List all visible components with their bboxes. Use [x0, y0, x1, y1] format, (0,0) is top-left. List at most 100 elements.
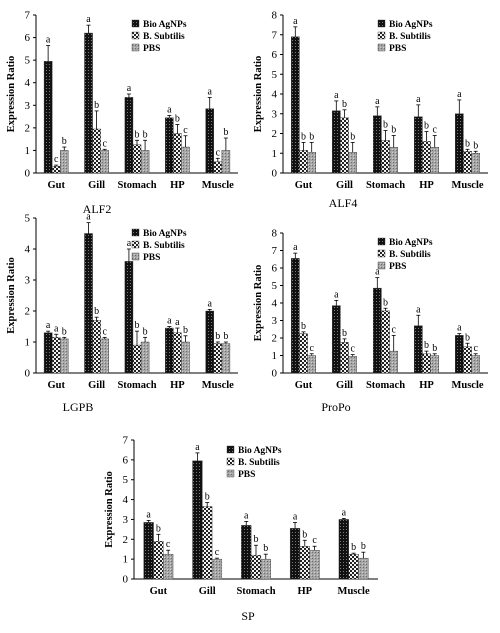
significance-letter: b	[223, 127, 228, 138]
y-tick-label: 3	[123, 514, 129, 526]
bar	[430, 147, 440, 174]
bar	[205, 310, 214, 374]
y-tick-label: 7	[272, 245, 278, 257]
significance-letter: b	[342, 99, 347, 110]
significance-letter: b	[424, 340, 429, 351]
chart-title: ProPo	[321, 400, 350, 414]
x-tick-label: Gill	[199, 586, 216, 597]
y-tick-label: 4	[123, 494, 129, 506]
bar	[381, 310, 390, 374]
legend-swatch	[377, 261, 386, 270]
bar	[173, 133, 182, 174]
bar	[332, 110, 341, 174]
significance-letter: b	[424, 121, 429, 132]
bar	[181, 146, 190, 174]
significance-letter: b	[94, 100, 99, 111]
x-tick-label: Stomach	[117, 380, 156, 391]
bar	[60, 150, 69, 174]
bar	[221, 343, 231, 374]
y-tick-label: 1	[272, 148, 278, 160]
significance-letter: a	[416, 94, 421, 105]
legend-label: Bio AgNPs	[238, 446, 282, 456]
significance-letter: c	[102, 326, 107, 337]
y-tick-label: 1	[123, 554, 129, 566]
legend-swatch	[226, 469, 235, 478]
x-tick-label: Stomach	[366, 180, 405, 191]
y-tick-label: 5	[272, 69, 278, 81]
bar	[84, 32, 93, 174]
significance-letter: b	[361, 541, 366, 552]
x-tick-label: Gut	[295, 380, 313, 391]
bar	[309, 550, 320, 580]
x-tick-label: Gill	[336, 380, 353, 391]
y-tick-label: 2	[123, 534, 129, 546]
significance-letter: a	[86, 212, 91, 223]
bar	[414, 116, 423, 174]
x-tick-label: Gill	[88, 380, 105, 391]
bar	[348, 553, 359, 580]
bar	[205, 108, 214, 174]
y-axis-title: Expression Ratio	[6, 56, 17, 133]
y-tick-label: 7	[272, 29, 278, 41]
chart-title: LGPB	[63, 400, 94, 414]
x-tick-label: Stomach	[236, 586, 275, 597]
bar	[60, 338, 69, 374]
bar	[348, 356, 358, 374]
bar	[338, 519, 349, 580]
bar	[299, 150, 308, 174]
significance-letter: a	[457, 89, 462, 100]
significance-letter: b	[383, 297, 388, 308]
bar	[463, 151, 472, 174]
chart-title: ALF2	[83, 202, 112, 216]
significance-letter: b	[183, 325, 188, 336]
bar	[92, 320, 101, 374]
x-tick-label: Muscle	[451, 180, 483, 191]
significance-letter: a	[54, 323, 59, 334]
significance-letter: a	[195, 442, 200, 453]
bar	[307, 355, 317, 374]
chart-title: ALF4	[329, 196, 358, 210]
significance-letter: b	[143, 129, 148, 140]
legend-swatch	[131, 252, 140, 261]
x-tick-label: Stomach	[366, 380, 405, 391]
legend-label: Bio AgNPs	[143, 229, 187, 239]
significance-letter: a	[46, 320, 51, 331]
x-tick-label: Gut	[295, 180, 313, 191]
legend-label: Bio AgNPs	[143, 20, 187, 30]
bar	[221, 150, 231, 174]
y-tick-label: 5	[272, 280, 278, 292]
bar	[373, 115, 382, 174]
bar	[181, 341, 190, 374]
bar	[340, 342, 349, 374]
bar	[414, 325, 423, 374]
bar	[389, 147, 399, 174]
significance-letter: b	[383, 120, 388, 131]
bar	[173, 332, 182, 374]
significance-letter: a	[86, 14, 91, 25]
bar	[51, 166, 61, 174]
bar	[43, 61, 53, 174]
bar	[348, 152, 358, 174]
bar	[100, 338, 109, 374]
bar	[430, 355, 440, 374]
significance-letter: a	[127, 238, 132, 249]
legend-swatch	[377, 237, 386, 246]
significance-letter: c	[432, 124, 437, 135]
x-tick-label: Muscle	[202, 180, 234, 191]
legend-label: B. Subtilis	[238, 458, 280, 468]
significance-letter: a	[293, 242, 298, 253]
significance-letter: a	[334, 90, 339, 101]
significance-letter: b	[309, 131, 314, 142]
significance-letter: a	[46, 34, 51, 45]
legend-swatch	[377, 19, 386, 28]
x-tick-label: HP	[419, 180, 434, 191]
bar	[202, 506, 213, 580]
bar	[381, 140, 390, 174]
significance-letter: a	[167, 104, 172, 115]
significance-letter: b	[156, 523, 161, 534]
bar	[163, 553, 174, 580]
bar	[332, 305, 341, 374]
y-tick-label: 6	[25, 32, 31, 44]
